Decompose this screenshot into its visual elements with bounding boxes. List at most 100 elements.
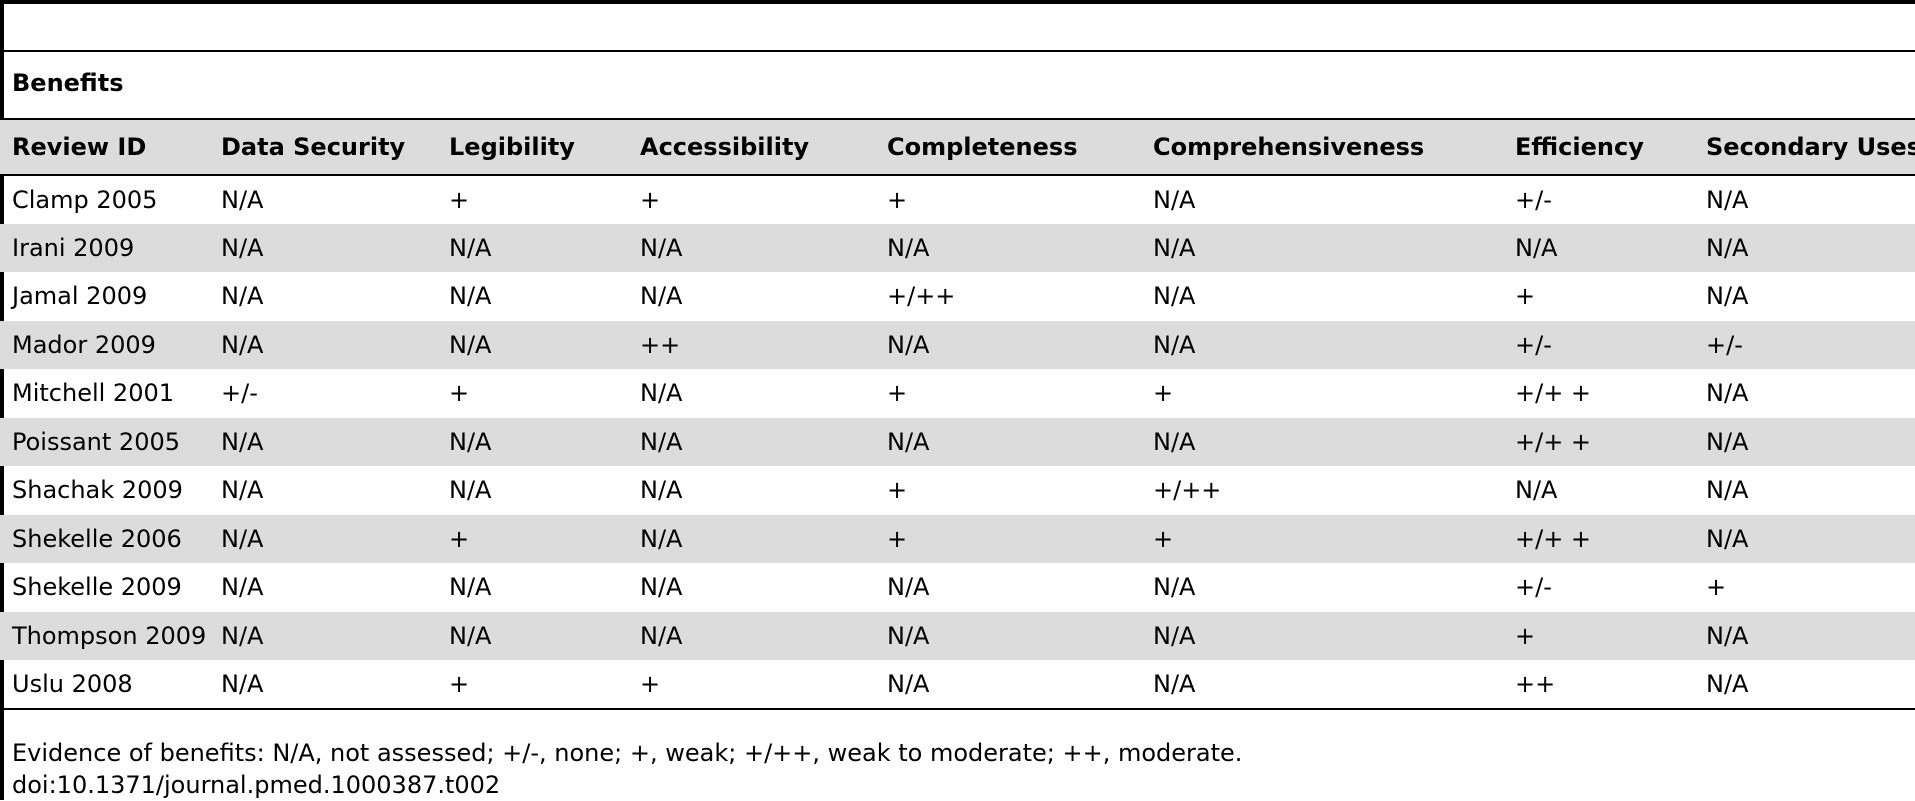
- rating-cell: +: [1515, 621, 1536, 650]
- rating-cell: N/A: [1706, 233, 1749, 262]
- table-footnote: Evidence of benefits: N/A, not assessed;…: [12, 739, 1243, 767]
- rating-cell: +: [640, 185, 661, 214]
- rating-cell: N/A: [1153, 185, 1196, 214]
- rating-cell: N/A: [221, 233, 264, 262]
- table-row: Jamal 2009 N/A N/A N/A +/++ N/A + N/A: [0, 272, 1915, 321]
- rating-cell: +: [449, 379, 470, 408]
- rating-cell: N/A: [209, 660, 437, 710]
- table-row: Shachak 2009 N/A N/A N/A + +/++ N/A N/A: [0, 466, 1915, 515]
- rating-cell: +/+ +: [1515, 427, 1592, 456]
- review-id-cell: Thompson 2009: [12, 621, 207, 650]
- column-header: Data Security: [209, 118, 437, 176]
- rating-cell: +: [449, 524, 470, 553]
- rating-cell: N/A: [1153, 427, 1196, 456]
- column-header: Comprehensiveness: [1141, 118, 1503, 176]
- rating-cell: N/A: [1153, 282, 1196, 311]
- rating-cell: N/A: [640, 524, 683, 553]
- review-id-cell: Shachak 2009: [12, 476, 183, 505]
- rating-cell: N/A: [887, 427, 930, 456]
- rating-cell: ++: [640, 330, 681, 359]
- table-row: Poissant 2005 N/A N/A N/A N/A N/A +/+ + N/A: [0, 417, 1915, 466]
- rating-cell: +: [1515, 282, 1536, 311]
- rating-cell: N/A: [449, 476, 492, 505]
- rating-cell: N/A: [887, 573, 930, 602]
- rating-cell: N/A: [221, 573, 264, 602]
- rating-cell: +/-: [221, 379, 258, 408]
- column-header: Review ID: [0, 118, 209, 176]
- rating-cell: N/A: [221, 524, 264, 553]
- rating-cell: N/A: [449, 330, 492, 359]
- rating-cell: N/A: [1153, 330, 1196, 359]
- rating-cell: N/A: [1153, 573, 1196, 602]
- rating-cell: N/A: [221, 427, 264, 456]
- rating-cell: +/-: [1515, 185, 1552, 214]
- rating-cell: N/A: [449, 427, 492, 456]
- rating-cell: N/A: [449, 621, 492, 650]
- rating-cell: +/+ +: [1515, 524, 1592, 553]
- review-id-cell: Clamp 2005: [12, 185, 158, 214]
- rating-cell: +: [887, 524, 908, 553]
- rating-cell: N/A: [640, 476, 683, 505]
- table-row: Clamp 2005 N/A + + + N/A +/- N/A: [0, 175, 1915, 224]
- column-header: Secondary Uses: [1694, 118, 1915, 176]
- section-rule: [0, 50, 1915, 52]
- doi-label: doi:10.1371/journal.pmed.1000387.t002: [12, 771, 501, 799]
- rating-cell: +: [449, 185, 470, 214]
- left-border: [0, 0, 4, 800]
- rating-cell: +/++: [1153, 476, 1222, 505]
- rating-cell: +: [437, 660, 628, 710]
- rating-cell: +: [887, 476, 908, 505]
- rating-cell: +: [887, 379, 908, 408]
- rating-cell: N/A: [887, 330, 930, 359]
- rating-cell: N/A: [1706, 427, 1749, 456]
- rating-cell: N/A: [1153, 233, 1196, 262]
- rating-cell: +/-: [1515, 330, 1552, 359]
- rating-cell: ++: [1503, 660, 1694, 710]
- rating-cell: +: [1706, 573, 1727, 602]
- benefits-table: Review ID Data Security Legibility Accessib…: [0, 118, 1915, 710]
- table-top-rule: [0, 0, 1915, 4]
- column-header: Accessibility: [628, 118, 875, 176]
- table-row: Thompson 2009 N/A N/A N/A N/A N/A + N/A: [0, 611, 1915, 660]
- table-row: Irani 2009 N/A N/A N/A N/A N/A N/A N/A: [0, 223, 1915, 272]
- review-id-cell: Irani 2009: [12, 233, 135, 262]
- table-row: Mitchell 2001 +/- + N/A + + +/+ + N/A: [0, 369, 1915, 418]
- rating-cell: N/A: [640, 282, 683, 311]
- rating-cell: N/A: [1694, 660, 1915, 710]
- table-header-row: Review ID Data Security Legibility Accessib…: [0, 118, 1915, 176]
- table-row: Uslu 2008 N/A + + N/A N/A ++ N/A: [0, 660, 1915, 710]
- rating-cell: N/A: [640, 621, 683, 650]
- rating-cell: N/A: [640, 379, 683, 408]
- rating-cell: N/A: [887, 621, 930, 650]
- rating-cell: N/A: [640, 573, 683, 602]
- rating-cell: N/A: [1706, 379, 1749, 408]
- section-title: Benefits: [12, 69, 124, 97]
- rating-cell: N/A: [221, 621, 264, 650]
- table-row: Shekelle 2009 N/A N/A N/A N/A N/A +/- +: [0, 563, 1915, 612]
- rating-cell: N/A: [1706, 524, 1749, 553]
- rating-cell: N/A: [1141, 660, 1503, 710]
- review-id-cell: Mador 2009: [12, 330, 156, 359]
- rating-cell: +: [628, 660, 875, 710]
- rating-cell: N/A: [1515, 476, 1558, 505]
- rating-cell: +/++: [887, 282, 956, 311]
- table-row: Mador 2009 N/A N/A ++ N/A N/A +/- +/-: [0, 320, 1915, 369]
- rating-cell: N/A: [1515, 233, 1558, 262]
- rating-cell: +: [1153, 379, 1174, 408]
- rating-cell: +/+ +: [1515, 379, 1592, 408]
- column-header: Efficiency: [1503, 118, 1694, 176]
- column-header: Legibility: [437, 118, 628, 176]
- rating-cell: N/A: [221, 476, 264, 505]
- column-header: Completeness: [875, 118, 1141, 176]
- rating-cell: N/A: [449, 282, 492, 311]
- rating-cell: N/A: [449, 233, 492, 262]
- rating-cell: +/-: [1706, 330, 1743, 359]
- rating-cell: N/A: [875, 660, 1141, 710]
- rating-cell: N/A: [221, 330, 264, 359]
- rating-cell: N/A: [1153, 621, 1196, 650]
- rating-cell: N/A: [640, 233, 683, 262]
- rating-cell: +/-: [1515, 573, 1552, 602]
- rating-cell: N/A: [1706, 185, 1749, 214]
- rating-cell: N/A: [221, 185, 264, 214]
- review-id-cell: Jamal 2009: [12, 282, 148, 311]
